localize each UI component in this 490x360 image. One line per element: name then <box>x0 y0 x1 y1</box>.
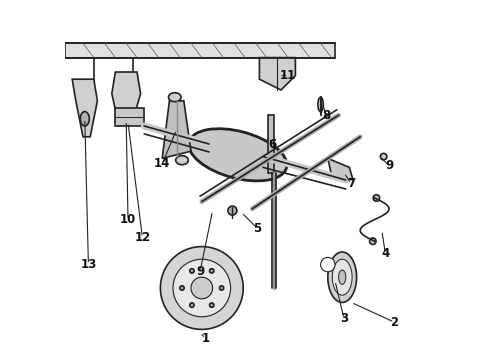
Polygon shape <box>72 79 98 137</box>
Ellipse shape <box>369 238 376 244</box>
Ellipse shape <box>210 269 214 273</box>
Polygon shape <box>112 72 141 126</box>
Ellipse shape <box>339 270 346 284</box>
Polygon shape <box>328 158 353 180</box>
Ellipse shape <box>328 252 357 302</box>
Ellipse shape <box>228 206 237 215</box>
Ellipse shape <box>169 93 181 102</box>
Text: 11: 11 <box>280 69 296 82</box>
Polygon shape <box>116 108 144 126</box>
Text: 7: 7 <box>347 177 355 190</box>
Polygon shape <box>65 43 335 58</box>
Text: 5: 5 <box>253 222 262 235</box>
Circle shape <box>191 277 213 299</box>
Text: 10: 10 <box>120 213 136 226</box>
Ellipse shape <box>180 286 184 290</box>
Ellipse shape <box>373 195 380 201</box>
Text: 3: 3 <box>340 312 348 325</box>
Ellipse shape <box>220 286 224 290</box>
Ellipse shape <box>332 259 352 295</box>
Text: 14: 14 <box>154 157 171 170</box>
Text: 9: 9 <box>385 159 393 172</box>
Polygon shape <box>259 58 295 90</box>
Ellipse shape <box>190 269 194 273</box>
Text: 12: 12 <box>134 231 150 244</box>
Circle shape <box>160 247 243 329</box>
Ellipse shape <box>176 156 188 165</box>
Text: 9: 9 <box>196 265 204 278</box>
Ellipse shape <box>190 303 194 307</box>
Ellipse shape <box>80 112 89 126</box>
Ellipse shape <box>318 97 323 112</box>
Text: 2: 2 <box>391 316 398 329</box>
Ellipse shape <box>210 303 214 307</box>
Polygon shape <box>162 101 191 158</box>
Text: 13: 13 <box>80 258 97 271</box>
Ellipse shape <box>380 153 387 160</box>
Text: 1: 1 <box>201 332 209 345</box>
Text: 8: 8 <box>322 109 330 122</box>
Text: 4: 4 <box>381 247 390 260</box>
Text: 6: 6 <box>268 138 276 150</box>
Ellipse shape <box>189 129 287 181</box>
Polygon shape <box>269 115 274 173</box>
Circle shape <box>320 257 335 272</box>
Circle shape <box>173 259 231 317</box>
